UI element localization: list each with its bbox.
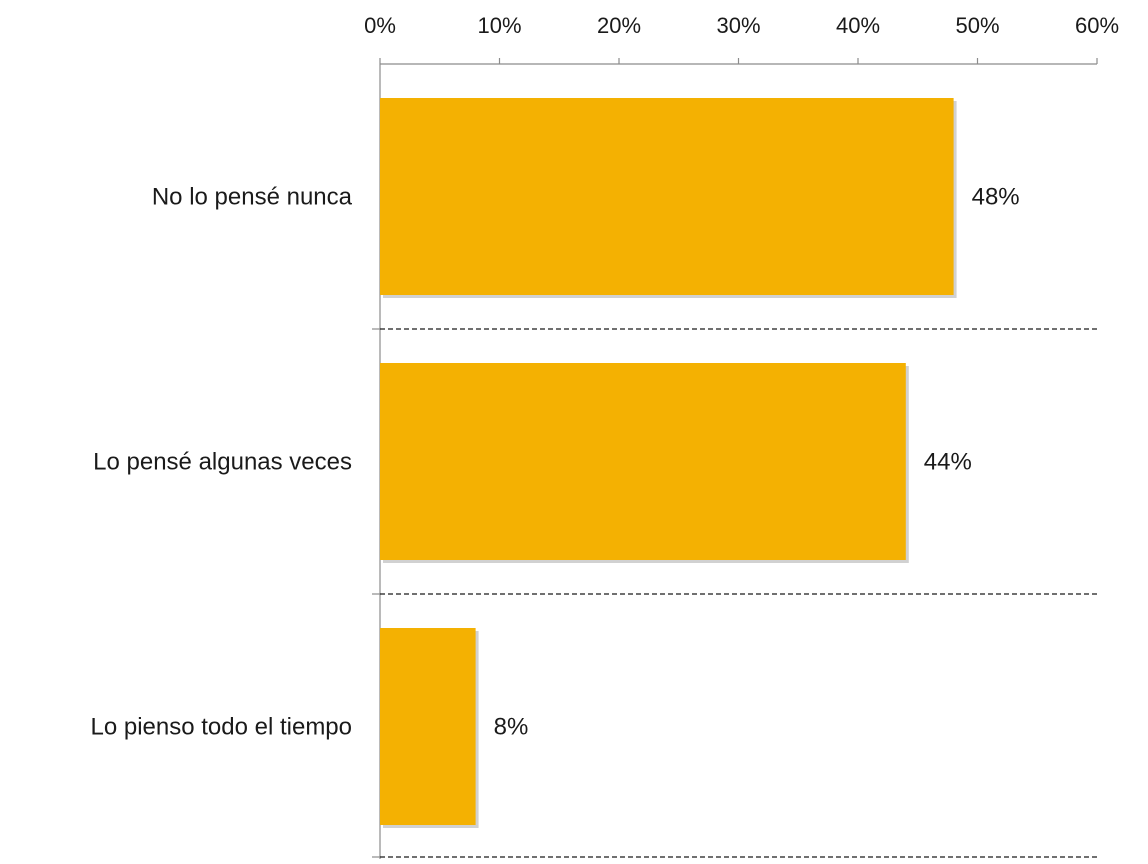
data-label: 8%: [494, 714, 529, 741]
bar: [380, 363, 906, 560]
category-label: Lo pienso todo el tiempo: [90, 714, 352, 741]
x-tick-label: 50%: [955, 13, 999, 38]
x-tick-label: 40%: [836, 13, 880, 38]
data-label: 48%: [972, 184, 1020, 211]
x-tick-label: 0%: [364, 13, 396, 38]
data-label: 44%: [924, 449, 972, 476]
x-tick-label: 10%: [477, 13, 521, 38]
bar: [380, 98, 954, 295]
bar: [380, 628, 476, 825]
x-tick-label: 60%: [1075, 13, 1119, 38]
category-label: Lo pensé algunas veces: [93, 449, 352, 476]
x-tick-label: 30%: [716, 13, 760, 38]
category-label: No lo pensé nunca: [152, 184, 353, 211]
labels: No lo pensé nunca 48% Lo pensé algunas vec…: [90, 184, 1019, 741]
bars: [380, 98, 957, 828]
category-separators: [372, 328, 1097, 858]
x-tick-label: 20%: [597, 13, 641, 38]
